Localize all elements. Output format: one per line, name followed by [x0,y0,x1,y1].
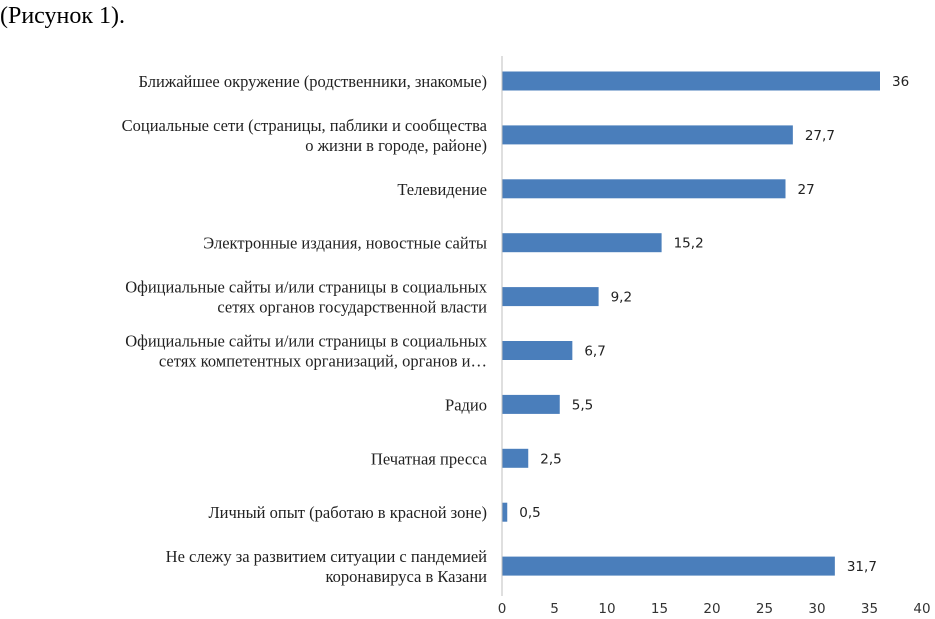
bar [502,341,573,360]
page-caption: (Рисунок 1). [0,3,126,29]
x-tick-label: 20 [703,601,720,617]
data-label: 0,5 [519,505,540,521]
data-label: 6,7 [584,344,605,360]
bars-layer [502,71,880,576]
category-label-line: Официальные сайты и/или страницы в социа… [125,332,488,351]
category-label-line: Радио [445,395,487,414]
x-axis-ticks-layer: 0 5 10 15 20 25 30 35 40 [498,601,931,617]
x-tick-label: 5 [550,601,559,617]
bar [502,394,560,414]
x-tick-label: 35 [861,601,878,617]
bar [502,502,508,522]
category-label-line: Телевидение [397,180,487,199]
data-label: 27 [798,182,815,198]
bar [502,233,662,253]
data-label: 9,2 [611,290,632,306]
category-label-line: Не слежу за развитием ситуации с пандеми… [166,547,487,566]
category-label: Социальные сети (страницы, паблики и соо… [122,116,488,155]
data-label: 15,2 [674,236,704,252]
x-tick-label: 10 [598,601,615,617]
x-tick-label: 25 [756,601,773,617]
category-label-line: Официальные сайты и/или страницы в социа… [125,278,488,297]
data-labels-layer: 36 27,7 27 15,2 9,2 6,7 5,5 2,5 0,5 31,7 [519,74,909,575]
data-label: 31,7 [847,559,877,575]
data-label: 5,5 [572,397,593,413]
bar [502,179,786,199]
category-label-line: Электронные издания, новостные сайты [203,234,487,253]
category-label: Печатная пресса [371,449,488,468]
category-label-line: сетях органов государственной власти [217,298,487,317]
category-label: Официальные сайты и/или страницы в социа… [125,278,488,317]
data-label: 36 [892,74,909,90]
category-label: Электронные издания, новостные сайты [203,234,487,253]
category-label: Радио [445,395,487,414]
x-tick-label: 0 [498,601,507,617]
category-label-line: Ближайшее окружение (родственники, знако… [139,72,487,91]
x-tick-label: 15 [651,601,668,617]
category-label: Официальные сайты и/или страницы в социа… [125,332,488,371]
bar [502,556,835,576]
category-label-line: сетях компетентных организаций, органов … [159,352,487,371]
data-label: 27,7 [805,128,835,144]
bar [502,287,599,307]
x-tick-label: 40 [913,601,930,617]
category-label-line: Социальные сети (страницы, паблики и соо… [122,116,488,135]
bar [502,125,793,145]
bar [502,71,880,91]
bar [502,448,529,468]
category-label: Личный опыт (работаю в красной зоне) [208,503,487,522]
category-label: Не слежу за развитием ситуации с пандеми… [166,547,487,586]
category-label-line: коронавируса в Казани [326,567,488,586]
category-label: Телевидение [397,180,487,199]
category-label-line: о жизни в городе, районе) [305,136,487,155]
category-labels-layer: Ближайшее окружение (родственники, знако… [122,72,488,586]
category-label-line: Печатная пресса [371,449,488,468]
data-label: 2,5 [540,451,561,467]
category-label-line: Личный опыт (работаю в красной зоне) [208,503,487,522]
category-label: Ближайшее окружение (родственники, знако… [139,72,487,91]
x-tick-label: 30 [808,601,825,617]
